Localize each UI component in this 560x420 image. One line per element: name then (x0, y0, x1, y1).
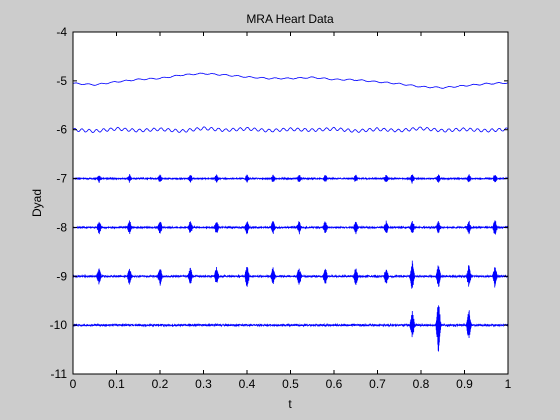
x-tick-label: 1 (505, 377, 512, 391)
x-tick-label: 0.7 (369, 377, 386, 391)
y-axis-label: Dyad (30, 189, 44, 217)
x-tick-label: 0.8 (413, 377, 430, 391)
x-tick-label: 0.1 (108, 377, 125, 391)
y-tick-label: -4 (56, 25, 67, 39)
y-tick-label: -10 (50, 318, 68, 332)
x-tick-label: 0.3 (195, 377, 212, 391)
series-line (72, 72, 509, 89)
tick-layer: 0 0.1 0.2 0.3 0.4 0.5 0.6 0.7 0.8 0.9 1 -11 -10 -9 -8 -… (50, 25, 512, 391)
axes-background (73, 32, 508, 374)
y-tick-label: -11 (51, 367, 68, 381)
x-tick-label: 0.5 (282, 377, 299, 391)
y-tick-label: -8 (56, 220, 67, 234)
x-tick-label: 0.4 (239, 377, 256, 391)
axes-frame (72, 31, 509, 375)
x-tick-label: 0.2 (152, 377, 169, 391)
series-line (72, 220, 509, 235)
series-layer (72, 72, 509, 352)
series-line (72, 305, 509, 352)
x-tick-label: 0.9 (456, 377, 473, 391)
x-tick-label: 0 (70, 377, 77, 391)
x-tick-label: 0.6 (326, 377, 343, 391)
chart-title: MRA Heart Data (246, 12, 334, 26)
series-line (72, 174, 509, 184)
y-tick-label: -6 (56, 123, 67, 137)
series-line (72, 126, 509, 133)
y-tick-label: -9 (56, 269, 67, 283)
series-line (72, 260, 509, 289)
x-axis-label: t (288, 397, 292, 411)
y-tick-label: -5 (56, 74, 67, 88)
y-tick-label: -7 (56, 172, 67, 186)
